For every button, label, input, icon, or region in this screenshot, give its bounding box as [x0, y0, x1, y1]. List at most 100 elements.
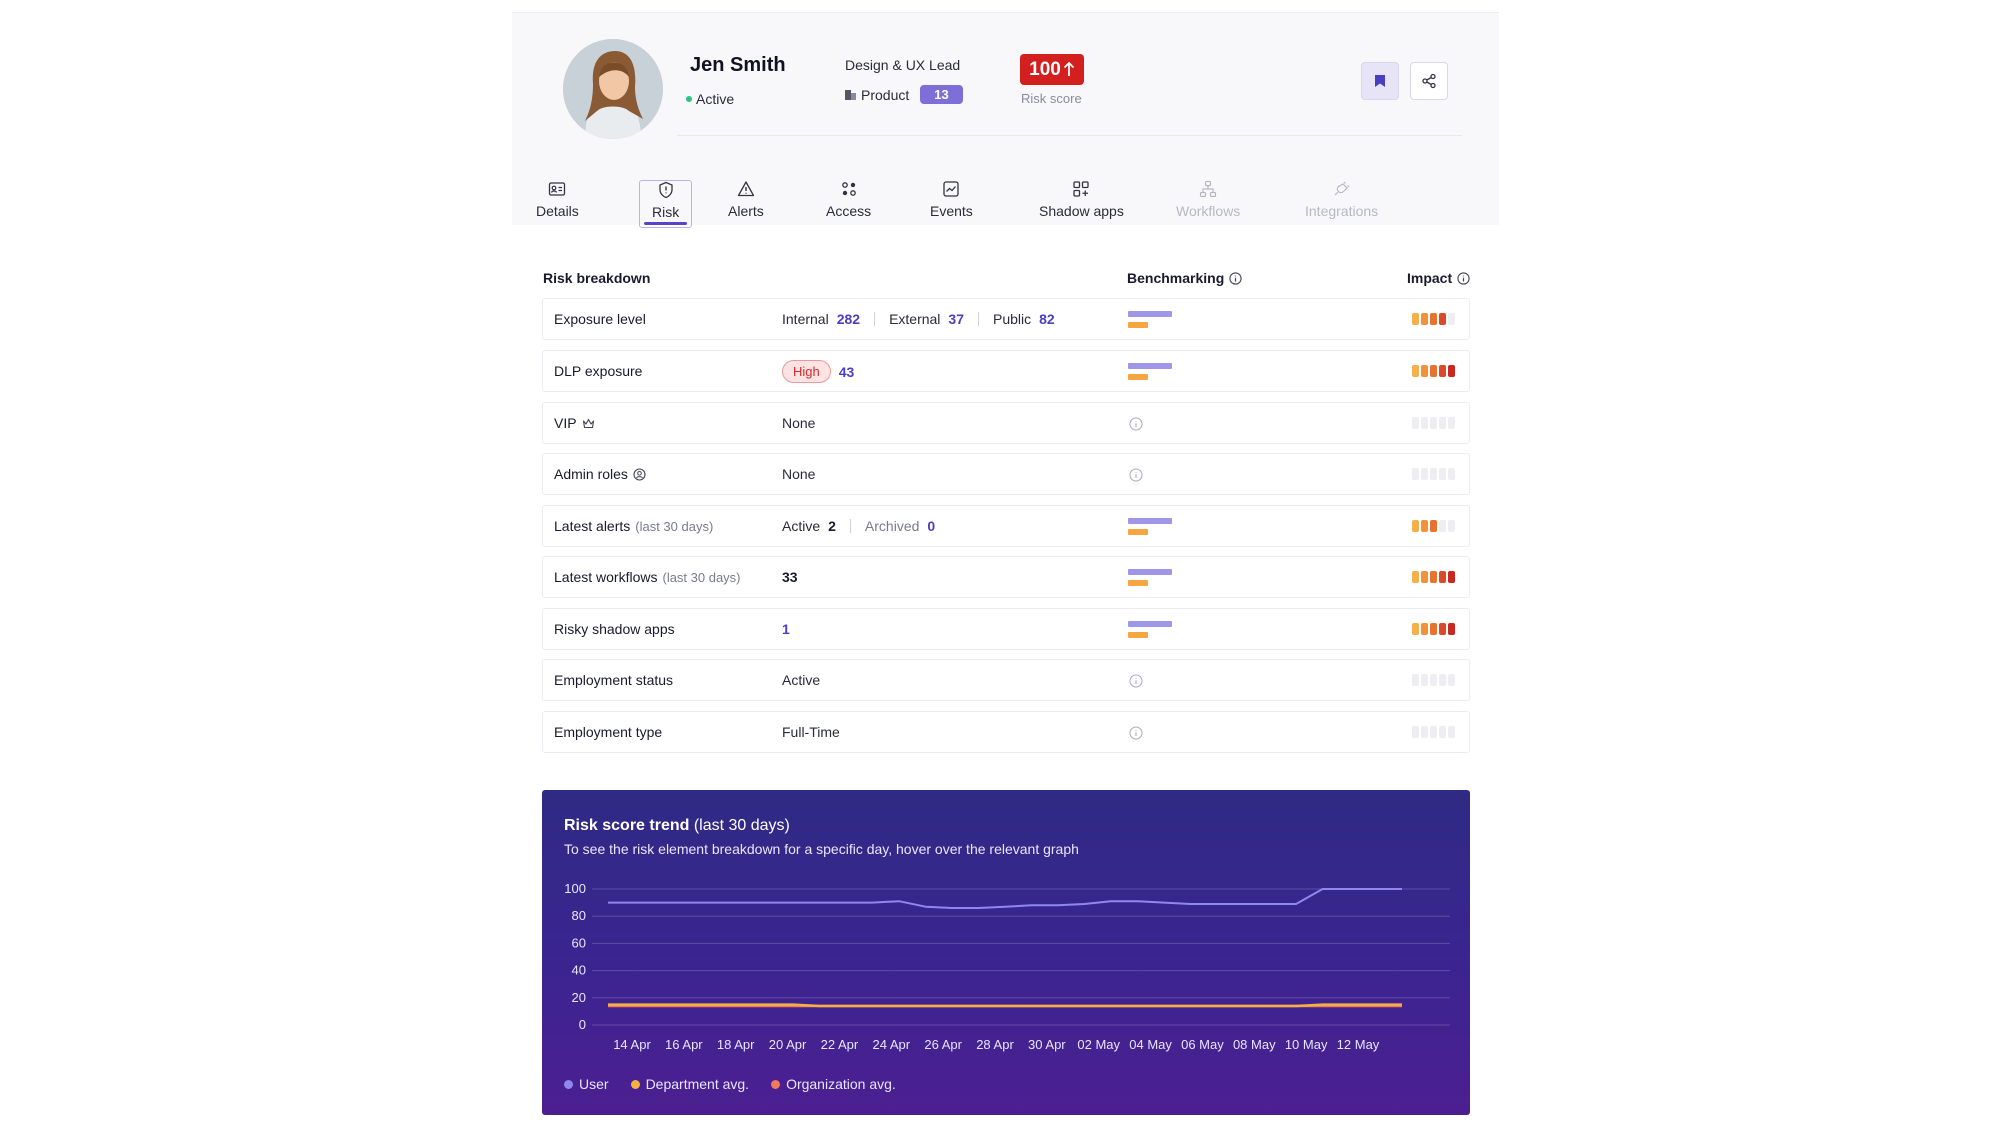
- impact-segment: [1430, 468, 1437, 480]
- legend-user[interactable]: User: [564, 1076, 609, 1092]
- archived-count[interactable]: 0: [927, 518, 936, 534]
- x-tick-label: 16 Apr: [665, 1037, 703, 1052]
- tab-workflows: Workflows: [1176, 180, 1240, 228]
- internal-count[interactable]: 282: [836, 311, 861, 327]
- share-button[interactable]: [1410, 62, 1448, 100]
- trend-description: To see the risk element breakdown for a …: [564, 841, 1079, 857]
- impact-meter: [1412, 313, 1455, 325]
- impact-segment: [1439, 313, 1446, 325]
- impact-segment: [1439, 726, 1446, 738]
- impact-segment: [1412, 623, 1419, 635]
- user-series-line[interactable]: [608, 888, 1402, 909]
- impact-segment: [1448, 417, 1455, 429]
- row-label: Risky shadow apps: [554, 621, 675, 637]
- id-card-icon: [549, 182, 566, 196]
- impact-segment: [1448, 674, 1455, 686]
- y-tick-label: 60: [572, 935, 586, 950]
- impact-segment: [1430, 365, 1437, 377]
- benchmark-user-bar: [1128, 311, 1172, 317]
- benchmark-avg-bar: [1128, 632, 1148, 638]
- vip-value: None: [782, 415, 816, 431]
- row-label: Admin roles: [554, 466, 646, 482]
- benchmark-avg-bar: [1128, 529, 1148, 535]
- public-count[interactable]: 82: [1039, 311, 1055, 327]
- legend-department-avg[interactable]: Department avg.: [630, 1076, 749, 1092]
- tab-risk[interactable]: Risk: [639, 180, 693, 228]
- info-icon[interactable]: [1129, 726, 1143, 740]
- info-icon[interactable]: [1129, 468, 1143, 482]
- impact-segment: [1421, 417, 1428, 429]
- impact-label: Impact: [1407, 270, 1453, 286]
- row-label: Exposure level: [554, 311, 646, 327]
- impact-segment: [1412, 417, 1419, 429]
- x-tick-label: 30 Apr: [1028, 1037, 1066, 1052]
- impact-meter: [1412, 520, 1455, 532]
- info-icon[interactable]: [1229, 271, 1242, 285]
- impact-segment: [1430, 520, 1437, 532]
- building-icon: [845, 90, 856, 100]
- x-tick-label: 22 Apr: [821, 1037, 859, 1052]
- shield-icon: [658, 181, 673, 199]
- tab-shadow-apps[interactable]: Shadow apps: [1039, 180, 1124, 228]
- risk-score-value: 100: [1029, 58, 1061, 80]
- impact-segment: [1412, 726, 1419, 738]
- bookmark-button[interactable]: [1361, 62, 1399, 100]
- impact-segment: [1412, 468, 1419, 480]
- impact-segment: [1412, 571, 1419, 583]
- info-icon[interactable]: [1457, 271, 1470, 285]
- tab-risk-label: Risk: [652, 204, 680, 220]
- divider: [978, 312, 979, 326]
- trend-chart[interactable]: 0 20 40 60 80 100 14 Apr 16 Apr 18 Apr 20 Apr 22 A…: [542, 790, 1470, 1115]
- status-dot-icon: [686, 96, 692, 102]
- impact-segment: [1412, 313, 1419, 325]
- legend-swatch: [771, 1079, 781, 1089]
- impact-segment: [1439, 674, 1446, 686]
- dlp-count[interactable]: 43: [838, 363, 855, 380]
- department-name: Product: [861, 86, 910, 103]
- impact-segment: [1448, 623, 1455, 635]
- impact-segment: [1448, 313, 1455, 325]
- row-label: Latest alerts (last 30 days): [554, 518, 714, 534]
- row-dlp-exposure: DLP exposure High 43: [542, 350, 1470, 392]
- x-tick-label: 18 Apr: [717, 1037, 755, 1052]
- tab-events[interactable]: Events: [930, 180, 973, 228]
- employment-status-value: Active: [782, 672, 821, 688]
- arrow-up-icon: [1063, 62, 1074, 76]
- tab-access-label: Access: [826, 203, 872, 219]
- benchmark-bars: [1128, 518, 1172, 538]
- impact-segment: [1430, 674, 1437, 686]
- x-tick-label: 02 May: [1077, 1037, 1120, 1052]
- row-risky-shadow-apps: Risky shadow apps 1: [542, 608, 1470, 650]
- impact-segment: [1439, 365, 1446, 377]
- benchmark-avg-bar: [1128, 322, 1148, 328]
- tab-alerts[interactable]: Alerts: [728, 180, 764, 228]
- impact-segment: [1439, 417, 1446, 429]
- tab-workflows-label: Workflows: [1176, 203, 1241, 219]
- row-label: VIP: [554, 415, 595, 431]
- active-count[interactable]: 2: [828, 518, 836, 534]
- impact-segment: [1448, 726, 1455, 738]
- impact-segment: [1430, 571, 1437, 583]
- impact-meter: [1412, 571, 1455, 583]
- y-tick-label: 40: [572, 963, 586, 978]
- external-count[interactable]: 37: [948, 311, 964, 327]
- profile-header: [512, 12, 1499, 225]
- tab-details[interactable]: Details: [536, 180, 579, 228]
- department-avg-series-line[interactable]: [608, 1003, 1402, 1008]
- department-count-badge[interactable]: 13: [920, 85, 963, 104]
- info-icon[interactable]: [1129, 417, 1143, 431]
- x-tick-label: 06 May: [1181, 1037, 1224, 1052]
- shadow-apps-value[interactable]: 1: [782, 621, 790, 637]
- x-tick-label: 04 May: [1129, 1037, 1172, 1052]
- row-latest-alerts: Latest alerts (last 30 days) Active 2 Ar…: [542, 505, 1470, 547]
- impact-segment: [1448, 468, 1455, 480]
- info-icon[interactable]: [1129, 674, 1143, 688]
- user-risk-panel: Jen Smith Active Design & UX Lead Produc…: [512, 12, 1499, 1122]
- impact-segment: [1448, 365, 1455, 377]
- employment-type-value: Full-Time: [782, 724, 840, 740]
- row-label: Employment type: [554, 724, 663, 740]
- legend-organization-avg[interactable]: Organization avg.: [771, 1076, 896, 1092]
- plug-icon: [1334, 181, 1350, 196]
- tab-access[interactable]: Access: [826, 180, 871, 228]
- impact-segment: [1421, 313, 1428, 325]
